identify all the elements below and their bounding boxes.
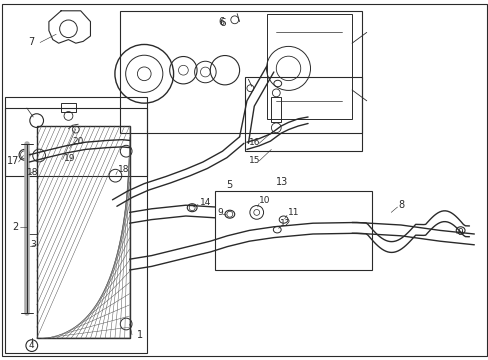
Bar	[5, 108, 146, 353]
Text: 19: 19	[63, 154, 75, 163]
Text: 2: 2	[12, 222, 19, 232]
Bar	[5, 97, 146, 176]
Text: 5: 5	[225, 180, 232, 190]
Text: 4: 4	[28, 341, 34, 350]
Text: 1: 1	[137, 330, 143, 340]
Text: 6: 6	[218, 17, 224, 27]
Text: 14: 14	[199, 198, 210, 207]
Bar	[120, 11, 361, 133]
Text: 3: 3	[30, 240, 36, 249]
Bar	[266, 14, 351, 119]
Text: 7: 7	[28, 37, 35, 48]
Bar	[61, 103, 76, 112]
Text: 6: 6	[219, 18, 225, 28]
Bar	[37, 126, 129, 338]
Bar	[271, 97, 281, 122]
Text: 16: 16	[249, 138, 261, 147]
Bar	[244, 77, 361, 151]
Text: 18: 18	[27, 168, 39, 177]
Text: 13: 13	[276, 177, 288, 187]
Text: 15: 15	[249, 156, 261, 165]
Text: 11: 11	[287, 208, 299, 217]
Text: 12: 12	[279, 219, 290, 228]
Text: 10: 10	[259, 197, 270, 205]
Text: 20: 20	[72, 136, 83, 145]
Bar	[215, 191, 371, 270]
Text: 18: 18	[118, 165, 130, 174]
Text: 17: 17	[7, 156, 20, 166]
Text: 8: 8	[398, 200, 404, 210]
Text: 9: 9	[217, 208, 223, 217]
Text: 9: 9	[456, 228, 462, 237]
